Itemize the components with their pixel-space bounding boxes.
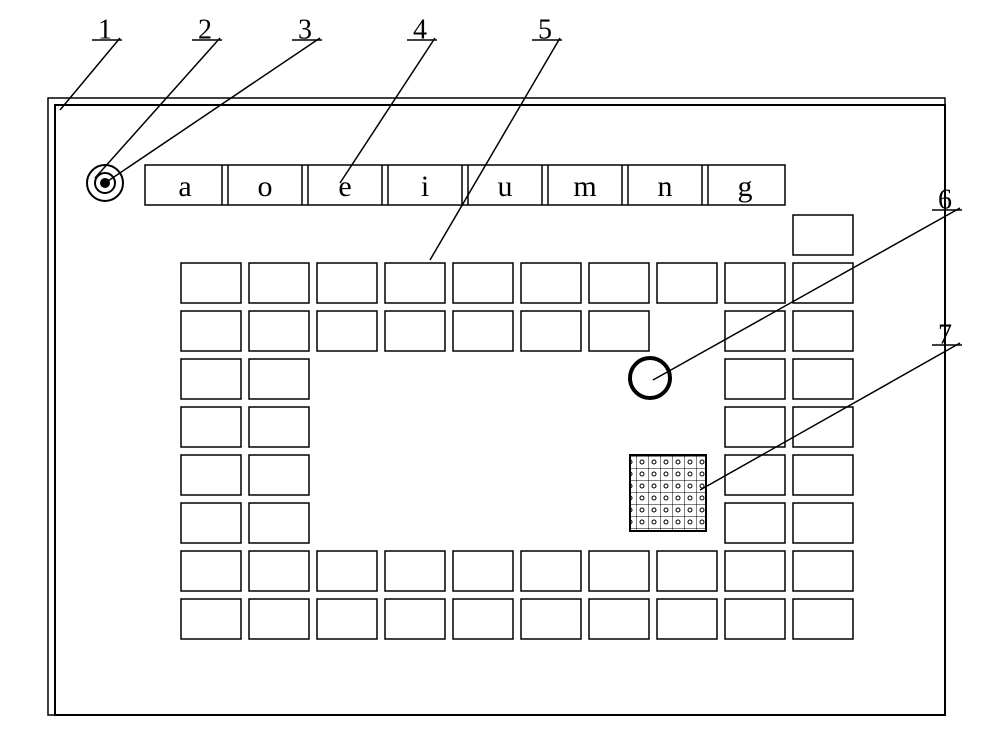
callout-number: 7: [938, 319, 952, 350]
letter-cell: a: [178, 170, 191, 203]
hatched-target: [630, 455, 706, 531]
letter-cell: n: [658, 170, 673, 203]
ring-marker: [630, 358, 670, 398]
callout-number: 1: [98, 14, 112, 45]
letter-cell: g: [738, 170, 753, 203]
spiral-track: [181, 215, 853, 639]
letter-cell: i: [421, 170, 429, 203]
callout-number: 6: [938, 184, 952, 215]
callout-number: 3: [298, 14, 312, 45]
letter-cell: m: [573, 170, 596, 203]
letter-cell: o: [258, 170, 273, 203]
letter-cell: u: [498, 170, 513, 203]
callout-number: 2: [198, 14, 212, 45]
callout-number: 5: [538, 14, 552, 45]
callout-number: 4: [413, 14, 427, 45]
